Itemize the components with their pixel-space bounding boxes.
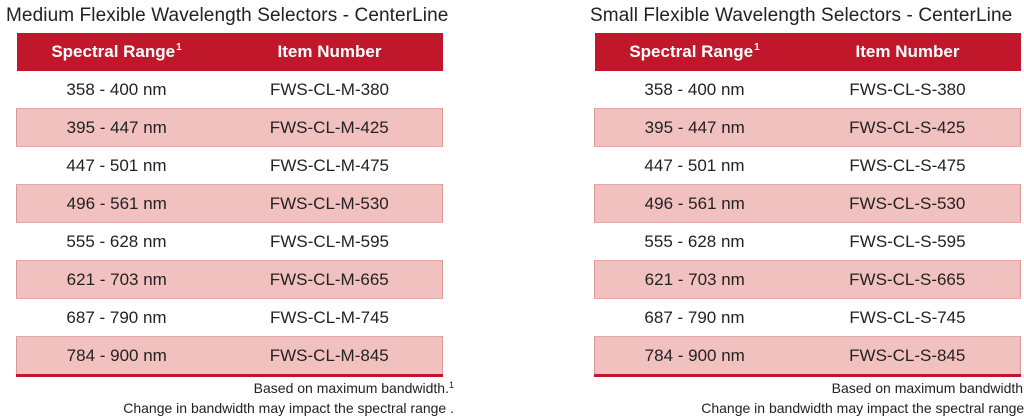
table-row: 687 - 790 nm FWS-CL-S-745 — [595, 299, 1021, 337]
table-row: 687 - 790 nm FWS-CL-M-745 — [17, 299, 443, 337]
item-number-cell: FWS-CL-S-595 — [849, 231, 966, 251]
medium-selectors-table: Spectral Range1 Item Number 358 - 400 nm… — [16, 33, 443, 377]
table-row: 395 - 447 nm FWS-CL-S-425 — [594, 108, 1021, 147]
spectral-range-cell: 784 - 900 nm — [16, 336, 217, 377]
table-row: 784 - 900 nm FWS-CL-S-845 — [594, 336, 1021, 377]
item-number-cell: FWS-CL-M-665 — [216, 260, 443, 299]
table-row: 496 - 561 nm FWS-CL-M-530 — [16, 184, 443, 223]
table-row: 621 - 703 nm FWS-CL-M-665 — [16, 260, 443, 299]
table-header-row: Spectral Range1 Item Number — [594, 33, 1021, 71]
table-row: 621 - 703 nm FWS-CL-S-665 — [594, 260, 1021, 299]
item-number-cell: FWS-CL-S-380 — [849, 79, 966, 99]
spectral-range-cell: 358 - 400 nm — [66, 79, 167, 99]
item-number-cell: FWS-CL-M-745 — [269, 307, 389, 327]
spectral-range-cell: 687 - 790 nm — [644, 307, 745, 327]
table-row: 784 - 900 nm FWS-CL-M-845 — [16, 336, 443, 377]
footnote-line-1: Based on maximum bandwidth.1 — [832, 380, 1024, 396]
item-number-cell: FWS-CL-S-425 — [794, 108, 1021, 147]
column-header-item-number: Item Number — [794, 33, 1021, 71]
table-title: Small Flexible Wavelength Selectors - Ce… — [590, 5, 1013, 26]
header-label: Spectral Range — [51, 42, 176, 61]
table-row: 447 - 501 nm FWS-CL-M-475 — [17, 147, 443, 185]
spectral-range-cell: 496 - 561 nm — [594, 184, 795, 223]
spectral-range-cell: 621 - 703 nm — [16, 260, 217, 299]
table-row: 358 - 400 nm FWS-CL-M-380 — [17, 71, 443, 109]
item-number-cell: FWS-CL-M-425 — [216, 108, 443, 147]
spectral-range-cell: 395 - 447 nm — [16, 108, 217, 147]
item-number-cell: FWS-CL-S-845 — [794, 336, 1021, 377]
footnote-marker: 1 — [754, 42, 760, 53]
header-label: Spectral Range — [629, 42, 754, 61]
small-selectors-table: Spectral Range1 Item Number 358 - 400 nm… — [594, 33, 1021, 377]
footnote-line-1: Based on maximum bandwidth.1 — [254, 380, 454, 396]
item-number-cell: FWS-CL-S-665 — [794, 260, 1021, 299]
footnote-text: Based on maximum bandwidth. — [831, 380, 1024, 396]
spectral-range-cell: 496 - 561 nm — [16, 184, 217, 223]
spectral-range-cell: 395 - 447 nm — [594, 108, 795, 147]
footnote-marker: 1 — [448, 380, 454, 390]
item-number-cell: FWS-CL-S-530 — [794, 184, 1021, 223]
spectral-range-cell: 358 - 400 nm — [644, 79, 745, 99]
item-number-cell: FWS-CL-M-380 — [269, 79, 389, 99]
item-number-cell: FWS-CL-S-475 — [849, 155, 966, 175]
spectral-range-cell: 555 - 628 nm — [66, 231, 167, 251]
spectral-range-cell: 687 - 790 nm — [66, 307, 167, 327]
footnote-marker: 1 — [176, 42, 182, 53]
table-row: 395 - 447 nm FWS-CL-M-425 — [16, 108, 443, 147]
table-row: 555 - 628 nm FWS-CL-M-595 — [17, 223, 443, 261]
table-row: 358 - 400 nm FWS-CL-S-380 — [595, 71, 1021, 109]
column-header-spectral-range: Spectral Range1 — [594, 33, 795, 71]
column-header-spectral-range: Spectral Range1 — [16, 33, 217, 71]
footnote-text: Based on maximum bandwidth. — [253, 380, 449, 396]
spectral-range-cell: 447 - 501 nm — [66, 155, 167, 175]
footnote-line-2: Change in bandwidth may impact the spect… — [123, 400, 454, 416]
footnote-line-2: Change in bandwidth may impact the spect… — [701, 400, 1024, 416]
table-row: 555 - 628 nm FWS-CL-S-595 — [595, 223, 1021, 261]
spectral-range-cell: 784 - 900 nm — [594, 336, 795, 377]
item-number-cell: FWS-CL-M-530 — [216, 184, 443, 223]
item-number-cell: FWS-CL-S-745 — [849, 307, 966, 327]
table-title: Medium Flexible Wavelength Selectors - C… — [6, 5, 449, 26]
column-header-item-number: Item Number — [216, 33, 443, 71]
spectral-range-cell: 447 - 501 nm — [644, 155, 745, 175]
table-row: 496 - 561 nm FWS-CL-S-530 — [594, 184, 1021, 223]
item-number-cell: FWS-CL-M-595 — [269, 231, 389, 251]
item-number-cell: FWS-CL-M-845 — [216, 336, 443, 377]
spectral-range-cell: 621 - 703 nm — [594, 260, 795, 299]
item-number-cell: FWS-CL-M-475 — [269, 155, 389, 175]
table-header-row: Spectral Range1 Item Number — [16, 33, 443, 71]
table-row: 447 - 501 nm FWS-CL-S-475 — [595, 147, 1021, 185]
spectral-range-cell: 555 - 628 nm — [644, 231, 745, 251]
